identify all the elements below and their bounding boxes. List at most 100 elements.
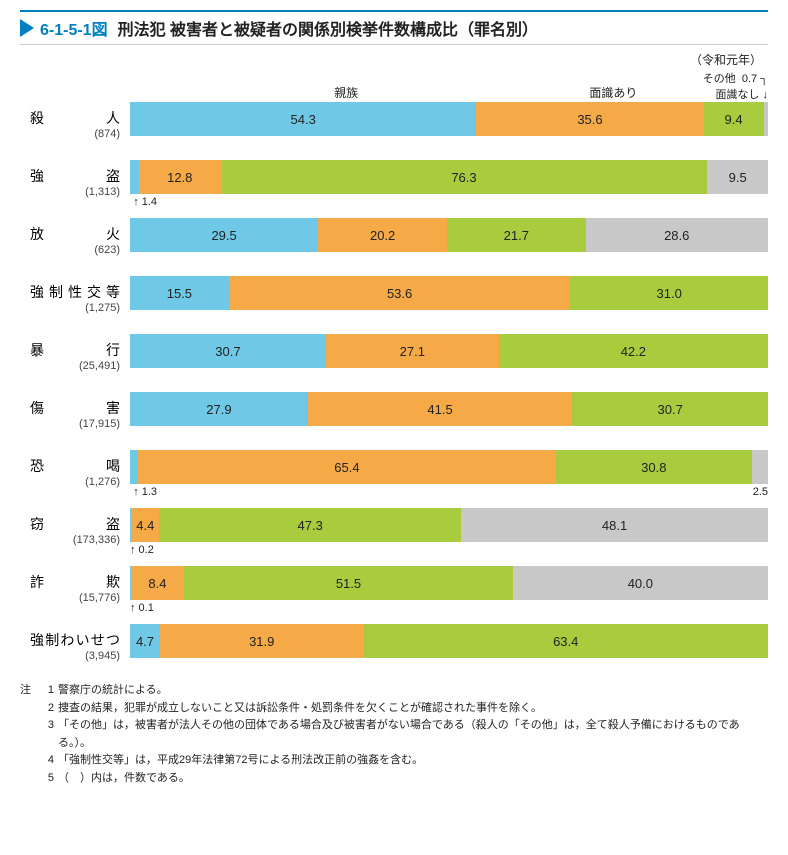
note-text: （ ）内は，件数である。 [58, 770, 768, 788]
notes-block: 注1警察庁の統計による。2捜査の結果，犯罪が成立しないこと又は訴訟条件・処罰条件… [20, 682, 768, 788]
stacked-bar: 8.4 51.5 40.0 [130, 566, 768, 600]
segment-value: 31.0 [657, 286, 682, 301]
row-count: (874) [20, 128, 120, 140]
stacked-bar: 12.876.39.5 [130, 160, 768, 194]
note-text: 「その他」は，被害者が法人その他の団体である場合及び被害者がない場合である（殺人… [58, 717, 768, 752]
segment-value: 21.7 [504, 228, 529, 243]
legend-cat1: 親族 [334, 84, 358, 101]
segment-value: 47.3 [298, 518, 323, 533]
segment-value: 63.4 [553, 634, 578, 649]
chart-row: 強制わいせつ(3,945)4.731.963.4 [20, 624, 768, 662]
segment-value: 51.5 [336, 576, 361, 591]
row-name: 詐 欺 [30, 572, 120, 592]
segment-value: 9.4 [724, 112, 742, 127]
row-count: (15,776) [20, 592, 120, 604]
segment-value: 8.4 [148, 576, 166, 591]
bar-segment: 8.4 [131, 566, 185, 600]
callout-value: ↑ 1.4 [133, 196, 157, 208]
note-text: 警察庁の統計による。 [58, 682, 768, 700]
row-count: (1,275) [20, 302, 120, 314]
row-name: 恐 喝 [30, 456, 120, 476]
bar-segment: 35.6 [476, 102, 703, 136]
bar-wrap: 65.430.8↑ 1.32.5 [130, 450, 768, 484]
bar-segment: 63.4 [364, 624, 768, 658]
note-number: 5 [40, 770, 58, 788]
bar-segment [130, 160, 139, 194]
bar-segment: 54.3 [130, 102, 476, 136]
note-prefix: 注 [20, 682, 40, 700]
stacked-bar: 15.5 53.6 31.0 [130, 276, 768, 310]
bar-segment: 12.8 [139, 160, 221, 194]
segment-value: 42.2 [621, 344, 646, 359]
row-count: (25,491) [20, 360, 120, 372]
bar-segment: 40.0 [513, 566, 768, 600]
bar-wrap: 29.520.221.728.6 [130, 218, 768, 252]
row-count: (3,945) [20, 650, 120, 662]
row-label: 傷 害(17,915) [20, 392, 130, 430]
segment-value: 30.8 [641, 460, 666, 475]
note-number: 4 [40, 752, 58, 770]
row-name: 強制わいせつ [30, 630, 120, 650]
bar-segment [130, 450, 138, 484]
bar-segment: 30.8 [556, 450, 753, 484]
note-line: 注1警察庁の統計による。 [20, 682, 768, 700]
row-label: 窃 盗(173,336) [20, 508, 130, 546]
row-name: 放 火 [30, 224, 120, 244]
stacked-bar: 29.520.221.728.6 [130, 218, 768, 252]
segment-value: 76.3 [451, 170, 476, 185]
segment-value: 40.0 [628, 576, 653, 591]
note-text: 捜査の結果，犯罪が成立しないこと又は訴訟条件・処罰条件を欠くことが確認された事件… [58, 700, 768, 718]
note-number: 1 [40, 682, 58, 700]
legend-cat4: 面識なし [715, 89, 759, 101]
row-count: (17,915) [20, 418, 120, 430]
segment-value: 30.7 [215, 344, 240, 359]
chart-row: 傷 害(17,915) 27.9 41.5 30.7 [20, 392, 768, 430]
chart-row: 窃 盗(173,336)4.447.348.1↑ 0.2 [20, 508, 768, 546]
row-label: 詐 欺(15,776) [20, 566, 130, 604]
row-label: 殺 人(874) [20, 102, 130, 140]
legend-cat3: その他 [703, 73, 736, 85]
note-prefix [20, 717, 40, 752]
segment-value: 41.5 [427, 402, 452, 417]
bar-segment: 31.0 [570, 276, 768, 310]
stacked-bar: 65.4 30.8 [130, 450, 768, 484]
bar-segment: 29.5 [130, 218, 318, 252]
row-count: (1,276) [20, 476, 120, 488]
segment-value: 65.4 [334, 460, 359, 475]
legend-cat2: 面識あり [589, 84, 637, 101]
bar-segment: 30.7 [572, 392, 768, 426]
note-prefix [20, 752, 40, 770]
bar-segment: 9.4 [704, 102, 764, 136]
row-name: 強制性交等 [30, 282, 120, 302]
legend-row: 親族 面識あり その他 0.7 ┐ 面識なし ↓ [20, 70, 768, 102]
segment-value: 15.5 [167, 286, 192, 301]
segment-value: 27.9 [206, 402, 231, 417]
chevron-icon [20, 19, 34, 37]
segment-value: 29.5 [211, 228, 236, 243]
note-line: 2捜査の結果，犯罪が成立しないこと又は訴訟条件・処罰条件を欠くことが確認された事… [20, 700, 768, 718]
row-name: 窃 盗 [30, 514, 120, 534]
chart-row: 殺 人(874)54.335.6 9.4 [20, 102, 768, 140]
row-label: 強制わいせつ(3,945) [20, 624, 130, 662]
chart-row: 詐 欺(15,776)8.451.540.0↑ 0.1 [20, 566, 768, 604]
note-number: 3 [40, 717, 58, 752]
callout-value: ↑ 0.1 [130, 602, 154, 614]
row-name: 傷 害 [30, 398, 120, 418]
figure-title-bar: 6-1-5-1図 刑法犯 被害者と被疑者の関係別検挙件数構成比（罪名別） [20, 10, 768, 45]
bar-wrap: 8.451.540.0↑ 0.1 [130, 566, 768, 600]
chart-row: 強 盗(1,313)12.876.39.5↑ 1.4 [20, 160, 768, 198]
chart-rows: 殺 人(874)54.335.69.4強 盗(1,313)12.876.39.5… [20, 102, 768, 662]
bar-segment: 53.6 [229, 276, 571, 310]
bar-segment: 42.2 [499, 334, 768, 368]
row-count: (623) [20, 244, 120, 256]
segment-value: 30.7 [658, 402, 683, 417]
bar-segment: 20.2 [318, 218, 447, 252]
note-prefix [20, 700, 40, 718]
bar-wrap: 30.727.142.2 [130, 334, 768, 368]
bar-segment: 47.3 [159, 508, 461, 542]
bar-segment [752, 450, 768, 484]
stacked-bar: 54.335.6 9.4 [130, 102, 768, 136]
row-label: 強 盗(1,313) [20, 160, 130, 198]
stacked-bar: 30.727.142.2 [130, 334, 768, 368]
bar-wrap: 4.447.348.1↑ 0.2 [130, 508, 768, 542]
